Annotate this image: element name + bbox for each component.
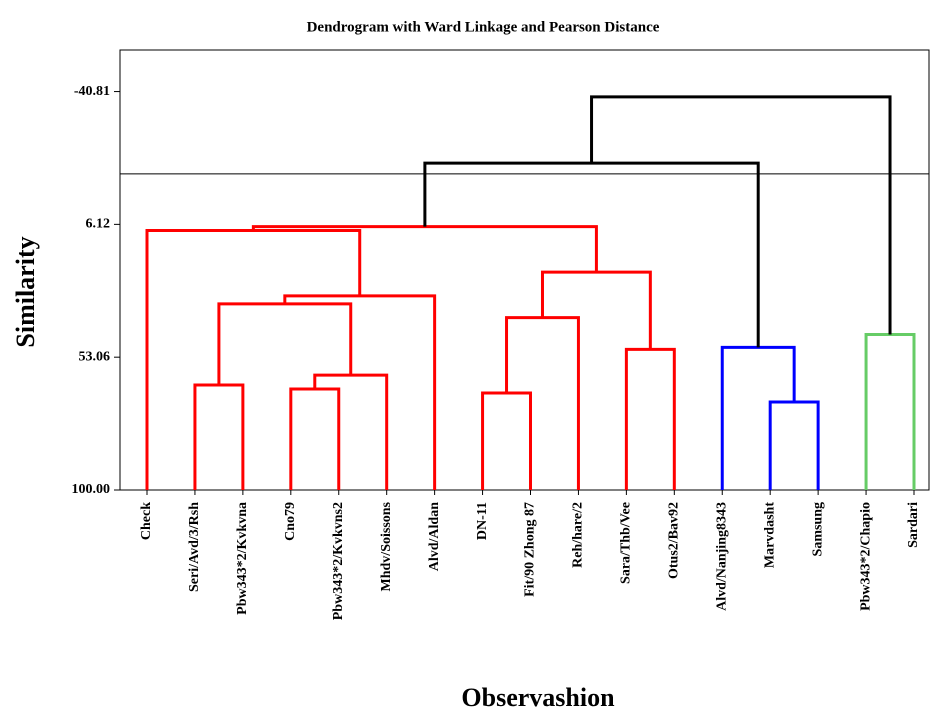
leaf-label: Alvd/Nanjing8343	[714, 502, 729, 611]
leaf-label: Alvd/Aldan	[427, 502, 442, 571]
y-axis-label: Similarity	[11, 236, 40, 347]
leaf-label: Pbw343*2/Kvkvns2	[331, 502, 346, 620]
leaf-label: Seri/Avd/3/Rsh	[187, 502, 202, 592]
x-axis-label: Observashion	[461, 683, 615, 712]
leaf-label: Check	[139, 502, 154, 540]
leaf-label: Reh/hare/2	[571, 502, 586, 568]
leaf-label: Pbw343*2/Chapio	[858, 502, 873, 611]
dendrogram-link	[864, 333, 916, 490]
dendrogram-link	[505, 316, 580, 490]
leaf-label: Pbw343*2/Kvkvna	[235, 502, 250, 615]
dendrogram-link	[481, 391, 532, 490]
dendrogram-link	[590, 95, 892, 335]
leaf-label: Mhdv/Soissons	[379, 501, 394, 591]
leaf-label: Sardari	[906, 502, 921, 548]
y-tick-label: 6.12	[86, 217, 111, 232]
leaf-label: Sara/Thb/Vee	[619, 502, 634, 584]
y-tick-label: 100.00	[72, 482, 111, 497]
leaf-label: DN-11	[475, 502, 490, 540]
leaf-label: Fit/90 Zhong 87	[523, 502, 538, 597]
dendrogram-link	[313, 373, 389, 490]
leaf-label: Otus2/Bav92	[667, 502, 682, 579]
leaf-label: Samsung	[810, 502, 825, 556]
dendrogram-link	[251, 225, 598, 273]
y-tick-label: -40.81	[74, 84, 110, 99]
y-tick-label: 53.06	[79, 349, 111, 364]
chart-title: Dendrogram with Ward Linkage and Pearson…	[307, 19, 660, 35]
dendrogram-link	[145, 229, 362, 490]
dendrogram-link	[289, 387, 341, 490]
dendrogram-link	[283, 294, 437, 490]
leaf-label: Marvdasht	[762, 502, 777, 568]
dendrogram-link	[217, 302, 353, 386]
dendrogram-link	[624, 347, 676, 490]
dendrogram-link	[423, 161, 760, 348]
leaf-label: Cno79	[283, 502, 298, 541]
plot-frame	[119, 49, 930, 491]
dendrogram-link	[193, 383, 245, 490]
dendrogram-link	[720, 345, 796, 490]
dendrogram-link	[540, 270, 652, 350]
dendrogram-link	[768, 400, 820, 490]
